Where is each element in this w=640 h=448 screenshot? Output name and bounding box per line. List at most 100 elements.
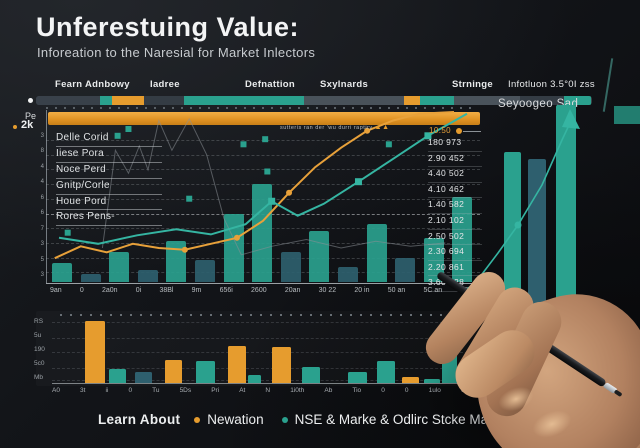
main-chart-bar [395, 258, 416, 282]
x-tick-label: 20an [284, 287, 301, 294]
teal-trend-marker-icon [354, 178, 362, 186]
main-chart-bar [423, 237, 444, 282]
main-chart-bar [338, 266, 358, 282]
tab-item[interactable]: Sxylnards [320, 79, 369, 90]
orange-trend-line [54, 111, 455, 260]
orange-trend-marker-icon [286, 189, 293, 196]
bottom-gridline [52, 368, 468, 369]
strip-segment [36, 96, 100, 105]
main-chart-bar [252, 184, 273, 282]
x-tick-label: 20 in [354, 287, 370, 294]
gridline [46, 154, 480, 156]
x-tick-label: 9m [191, 287, 202, 294]
right-tall-bar [556, 105, 576, 340]
x-tick-label: 2a0n [102, 287, 118, 294]
arrowhead-icon [562, 109, 580, 129]
gray-trend-line [101, 117, 446, 256]
strip-segment [184, 96, 304, 105]
y-tick-label: Mb [34, 374, 44, 381]
x-tick-label: N [265, 387, 271, 394]
orange-trend-marker-icon [181, 246, 188, 253]
bottom-chart-bar [272, 347, 291, 383]
main-axis-top-label: Pe [25, 111, 37, 121]
strip-segment [454, 96, 520, 105]
x-tick-label: 3t [80, 387, 86, 394]
tab-item[interactable]: Fearn Adnbowy [55, 79, 130, 90]
orange-trend-marker-icon [233, 234, 240, 241]
tab-bar: Fearn Adnbowy Iadree Defnattion Sxylnards St… [0, 79, 640, 95]
main-x-axis-line [46, 283, 480, 284]
x-tick-label: 0 [79, 287, 84, 294]
strip-segment [144, 96, 184, 105]
strip-segment [112, 96, 144, 105]
tab-item[interactable]: Strninge [452, 79, 493, 90]
strip-segment [420, 96, 454, 105]
tab-item[interactable]: Defnattion [245, 79, 295, 90]
main-x-ticks: 9an 0 2a0n 0i 38Bl 9m 656i 2600 20an 30 22 20 in 50… [50, 287, 476, 294]
value-list-item: 180 973 [428, 136, 482, 152]
x-tick-label: ii [105, 387, 109, 394]
x-tick-label: A0 [52, 387, 60, 394]
value-list-item: 2.20 861 [428, 261, 482, 277]
bottom-gridline [52, 322, 468, 323]
annotation-flag-icon: ▲▲ [374, 124, 390, 131]
y-tick-label: 4 [40, 179, 44, 186]
legend-dot-icon [194, 416, 201, 423]
strip-segment [404, 96, 420, 105]
value-list-item: 2.30 694 [428, 245, 482, 261]
legend-dot-icon [281, 416, 288, 423]
y-tick-label: 5 [40, 256, 44, 263]
main-chart-bar [166, 241, 187, 282]
bottom-chart-bar [302, 366, 320, 383]
teal-trend-marker-icon [268, 197, 276, 205]
tab-item[interactable]: Iadree [150, 79, 180, 90]
bottom-x-axis-line [52, 383, 472, 384]
tab-item[interactable]: Infotluon 3.5°0I zss [508, 79, 595, 90]
tick-dots-row [46, 107, 476, 109]
corner-bar-accent [614, 106, 640, 124]
x-tick-label: Tu [152, 387, 160, 394]
main-orange-header-bar [48, 112, 480, 125]
scatter-square-icon [262, 136, 269, 143]
x-tick-label: Ab [324, 387, 333, 394]
bottom-chart-bar [377, 361, 395, 383]
scatter-square-icon [385, 141, 392, 148]
main-chart-bar [80, 273, 101, 282]
page-subtitle: Inforeation to the Naresial for Market I… [37, 45, 316, 60]
main-chart-bar [52, 263, 72, 282]
series-list-item: Iiese Pora [56, 147, 162, 163]
annotation-text: sutteris ran der 'wu durri raptiry [280, 125, 373, 131]
series-list-item: Noce Perd [56, 163, 162, 179]
series-list-item: Rores Pens- [56, 210, 162, 227]
scatter-square-icon [125, 126, 132, 132]
legend-title: Learn About [98, 412, 181, 427]
x-tick-label: Tio [352, 387, 362, 394]
bottom-chart-bar [228, 345, 246, 383]
x-tick-label: 0 [381, 387, 385, 394]
strip-start-dot [28, 98, 33, 103]
scatter-square-icon [64, 229, 71, 236]
x-tick-label: 30 22 [318, 287, 337, 294]
y-tick-label: RS [34, 318, 44, 325]
y-tick-label: 6 [40, 210, 44, 217]
y-tick-label: 7 [40, 225, 44, 232]
x-tick-label: Pri [211, 387, 220, 394]
x-tick-label: 5C an [423, 287, 443, 294]
legend-item[interactable]: Newation [194, 412, 264, 427]
main-chart-bar [452, 197, 473, 282]
main-value-list: 180 973 2.90 452 4.40 502 4.10 462 1.40 582 2… [428, 136, 482, 292]
main-series-list: Delle Corid Iiese Pora Noce Perd Gnitp/Corl… [56, 131, 162, 227]
bottom-chart-bar [135, 371, 152, 383]
y-tick-label: 190 [34, 346, 45, 353]
value-list-item: 4.10 462 [428, 183, 482, 199]
orange-bar-value-label: 10.50 [429, 126, 452, 135]
y-tick-label: 3 [40, 271, 44, 278]
scatter-square-icon [186, 195, 193, 202]
value-list-item: 2.10 102 [428, 214, 482, 230]
main-axis-unit-label: 2k [21, 119, 34, 131]
scatter-square-icon [264, 168, 271, 175]
strip-segment [564, 96, 591, 105]
x-tick-label: 1i0th [290, 387, 305, 394]
bottom-chart-bar [165, 360, 182, 383]
strip-segment [100, 96, 112, 105]
